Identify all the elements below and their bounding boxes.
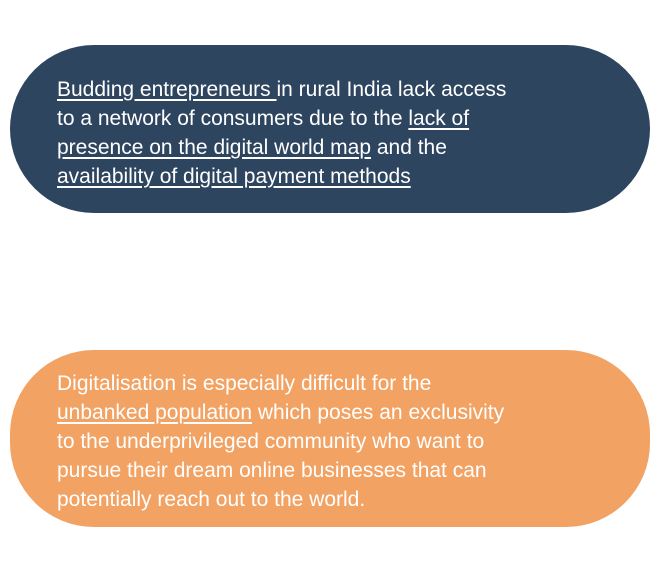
text-card: Digitalisation is especially difficult f… bbox=[10, 350, 650, 527]
underlined-text: presence on the digital world map bbox=[57, 136, 372, 159]
text-line: Digitalisation is especially difficult f… bbox=[57, 369, 650, 398]
text-line: presence on the digital world map and th… bbox=[57, 133, 650, 162]
underlined-text: Budding entrepreneurs bbox=[57, 78, 277, 101]
text-line: to the underprivileged community who wan… bbox=[57, 427, 650, 456]
text: pursue their dream online businesses tha… bbox=[57, 459, 487, 482]
text-card: Budding entrepreneurs in rural India lac… bbox=[10, 45, 650, 213]
text: to a network of consumers due to the bbox=[57, 107, 409, 130]
text: which poses an exclusivity bbox=[252, 401, 505, 424]
underlined-text: availability of digital payment methods bbox=[57, 165, 411, 188]
text-line: Budding entrepreneurs in rural India lac… bbox=[57, 75, 650, 104]
text-line: to a network of consumers due to the lac… bbox=[57, 104, 650, 133]
underlined-text: unbanked population bbox=[57, 401, 253, 424]
text: and the bbox=[371, 136, 447, 159]
text: in rural India lack access bbox=[276, 78, 507, 101]
text: to the underprivileged community who wan… bbox=[57, 430, 485, 453]
text: Digitalisation is especially difficult f… bbox=[57, 372, 432, 395]
underlined-text: lack of bbox=[408, 107, 470, 130]
text: potentially reach out to the world. bbox=[57, 488, 366, 511]
text-line: unbanked population which poses an exclu… bbox=[57, 398, 650, 427]
text-line: potentially reach out to the world. bbox=[57, 485, 650, 514]
text-line: pursue their dream online businesses tha… bbox=[57, 456, 650, 485]
text-line: availability of digital payment methods bbox=[57, 162, 650, 191]
